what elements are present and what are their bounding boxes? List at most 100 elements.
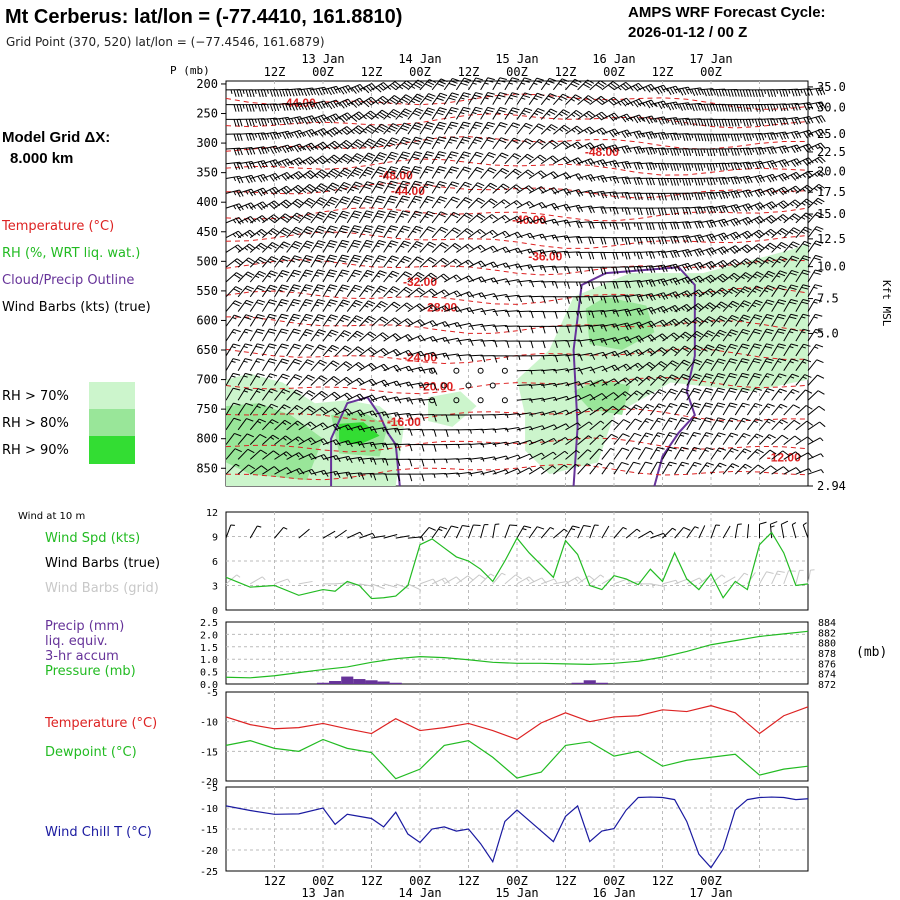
wind-barb-feather: [777, 345, 785, 349]
wind-barb-feather: [444, 321, 450, 328]
upper-air-wind-barb: [492, 309, 507, 313]
height-tick-label: 10.0: [817, 260, 846, 274]
wind-barb-half-feather: [802, 522, 807, 526]
wind-barb-feather: [781, 227, 789, 233]
upper-air-wind-barb: [286, 255, 295, 268]
wind-barb-feather: [754, 287, 762, 292]
wind-barb-feather: [461, 94, 470, 98]
wind-barb-feather: [449, 168, 458, 172]
grid-wind-barb: [492, 572, 503, 585]
precip-bar: [353, 679, 366, 684]
wind-barb-feather: [757, 104, 761, 112]
upper-air-wind-barb: [759, 343, 767, 357]
wind-barb-feather: [820, 142, 826, 149]
wind-barb-feather: [405, 286, 413, 292]
wind-barb-feather: [739, 89, 743, 97]
wind-barb-feather: [246, 299, 254, 304]
upper-air-wind-barb: [407, 166, 416, 179]
wind-barb-half-feather: [412, 230, 417, 234]
wind-barb-feather: [614, 364, 620, 371]
wind-barb-feather: [707, 344, 715, 349]
wind-barb-feather: [562, 93, 570, 98]
upper-air-wind-barb: [577, 158, 591, 165]
wind-barb-feather: [339, 245, 347, 248]
wind-barb-feather: [779, 244, 786, 249]
wind-barb-half-feather: [489, 231, 494, 236]
wind-barb-feather: [720, 315, 728, 320]
wind-barb-feather: [391, 137, 400, 141]
upper-air-wind-barb: [504, 279, 519, 283]
wind-barb-feather: [621, 461, 629, 466]
wind-barb-half-feather: [566, 409, 570, 414]
wind-barb-half-feather: [715, 206, 719, 212]
wind-barb-feather: [684, 331, 692, 337]
wind-barb-feather: [378, 287, 386, 292]
wind-barb-feather: [733, 89, 737, 97]
wind-barb-feather: [518, 325, 522, 334]
wind-barb-feather: [539, 154, 547, 160]
wind-barb-feather: [740, 390, 749, 394]
upper-air-wind-barb: [613, 349, 628, 357]
upper-air-wind-barb: [710, 447, 720, 460]
upper-air-wind-barb: [407, 319, 421, 327]
wind-barb-feather: [500, 170, 508, 175]
upper-air-wind-barb: [322, 225, 332, 238]
wind-barb-feather: [413, 198, 421, 202]
wind-barb-feather: [717, 277, 724, 283]
wind-barb-feather: [248, 464, 255, 470]
wind-barb-half-feather: [645, 266, 649, 271]
wind-barb-feather: [340, 157, 348, 163]
wind-barb-feather: [650, 83, 657, 91]
wind-barb-feather: [316, 187, 324, 192]
upper-air-wind-barb: [383, 240, 392, 253]
wind-barb-feather: [815, 344, 824, 348]
wind-barb-feather: [781, 520, 789, 525]
upper-air-wind-barb: [625, 404, 637, 416]
wind-barb-feather: [624, 405, 631, 410]
wind-barb-feather: [473, 109, 482, 113]
wind-barb-feather: [378, 125, 386, 131]
upper-air-wind-barb: [541, 202, 555, 209]
wind-barb-feather: [803, 358, 812, 363]
wind-barb-half-feather: [814, 346, 819, 349]
wind-barb-feather: [331, 344, 340, 349]
wind-barb-feather: [808, 157, 814, 164]
wind-barb-feather: [304, 257, 312, 261]
upper-air-wind-barb: [528, 154, 541, 165]
wind-barb-feather: [257, 373, 265, 376]
wind-barb-feather: [353, 114, 360, 121]
upper-air-wind-barb: [261, 270, 272, 283]
wind-barb-feather: [406, 80, 413, 86]
legend-cloud: Cloud/Precip Outline: [2, 273, 134, 288]
wind-barb-feather: [440, 78, 448, 83]
wind-barb-half-feather: [621, 252, 624, 257]
upper-air-wind-barb: [456, 291, 470, 298]
wind-barb-feather: [624, 192, 628, 200]
upper-air-wind-barb: [238, 132, 253, 135]
precip-bar: [389, 682, 402, 684]
wind-barb-half-feather: [623, 365, 627, 369]
upper-air-wind-barb: [468, 121, 477, 135]
wind-barb-feather: [292, 361, 301, 365]
upper-air-wind-barb: [589, 351, 604, 357]
wind-barb-feather: [587, 79, 595, 84]
wind-barb-feather: [396, 380, 402, 388]
upper-air-wind-barb: [347, 97, 360, 106]
wind-barb-feather: [510, 109, 519, 113]
upper-air-wind-barb: [735, 216, 749, 224]
upper-air-wind-barb: [492, 469, 507, 475]
wind-barb-feather: [754, 273, 762, 278]
wind-barb-feather: [263, 146, 268, 154]
wind-barb-half-feather: [490, 247, 494, 251]
true-wind-barb: [540, 527, 551, 539]
wind-barb-half-feather: [763, 147, 767, 153]
upper-air-wind-barb: [262, 200, 275, 209]
wind-barb-feather: [591, 267, 595, 275]
upper-air-wind-barb: [419, 414, 435, 416]
upper-air-wind-barb: [431, 289, 445, 298]
upper-air-wind-barb: [649, 389, 660, 401]
upper-air-wind-barb: [625, 362, 639, 372]
wind-barb-feather: [790, 146, 796, 154]
wind-barb-feather: [578, 367, 584, 375]
wind-barb-feather: [293, 391, 301, 396]
